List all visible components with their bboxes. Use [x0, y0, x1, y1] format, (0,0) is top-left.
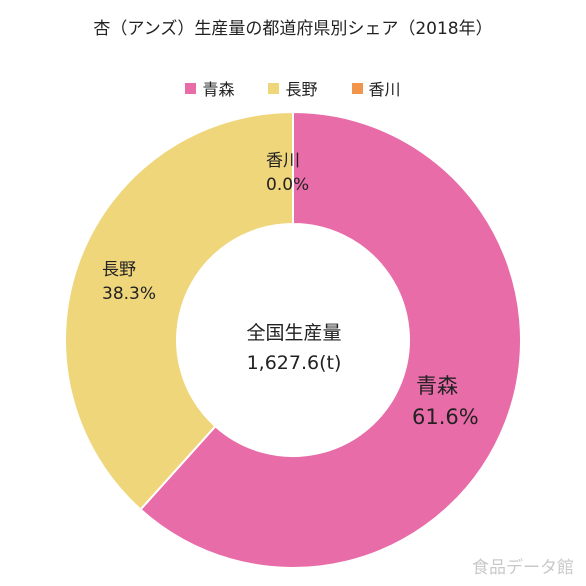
- legend-label-kagawa: 香川: [368, 80, 401, 99]
- slice-percent-label-nagano: 38.3%: [102, 284, 156, 304]
- slice-name-label-nagano: 長野: [102, 260, 136, 280]
- donut-slices: [64, 110, 522, 569]
- legend-item-aomori: 青森: [185, 76, 234, 100]
- slice-percent-label-kagawa: 0.0%: [266, 175, 309, 195]
- legend-label-aomori: 青森: [202, 80, 235, 99]
- center-value: 1,627.6(t): [247, 352, 342, 374]
- legend-swatch-kagawa: [351, 82, 363, 94]
- legend-item-nagano: 長野: [268, 76, 318, 100]
- chart-title: 杏（アンズ）生産量の都道府県別シェア（2018年）: [93, 19, 493, 39]
- slice-name-label-aomori: 青森: [416, 374, 458, 398]
- legend-swatch-aomori: [185, 82, 197, 94]
- legend-item-kagawa: 香川: [351, 76, 401, 100]
- slice-percent-label-aomori: 61.6%: [412, 405, 479, 429]
- watermark: 食品データ館: [472, 558, 574, 578]
- slice-aomori: [139, 110, 522, 569]
- slice-name-label-kagawa: 香川: [266, 151, 300, 171]
- legend-label-nagano: 長野: [285, 80, 318, 99]
- legend-swatch-nagano: [268, 82, 280, 94]
- center-label: 全国生産量: [246, 322, 341, 344]
- legend: 青森 長野 香川: [0, 76, 586, 100]
- slice-nagano: [64, 110, 294, 511]
